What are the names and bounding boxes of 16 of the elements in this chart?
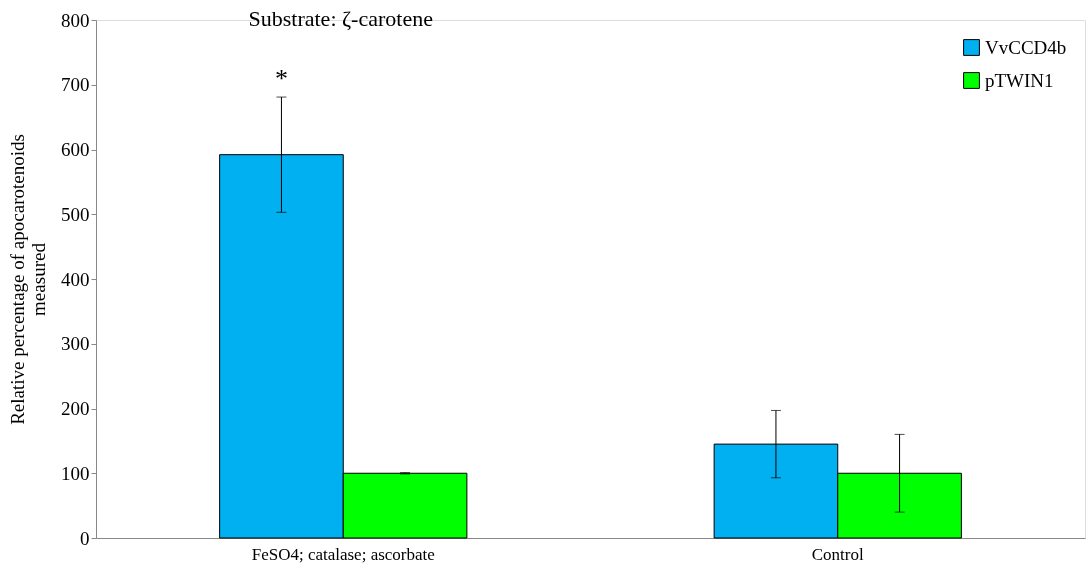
y-tick-label: 700: [61, 74, 90, 96]
y-tick-label: 200: [61, 398, 90, 419]
annotation: *: [274, 64, 288, 94]
y-tick-label: 800: [61, 9, 90, 31]
y-tick-label: 100: [61, 462, 90, 484]
legend-label: pTWIN1: [985, 69, 1054, 91]
x-tick-label: Control: [811, 544, 864, 564]
chart-title: Substrate: ζ-carotene: [248, 6, 433, 31]
y-tick-label: 600: [61, 139, 90, 160]
x-tick-label: FeSO4; catalase; ascorbate: [251, 544, 435, 564]
y-tick-label: 400: [61, 268, 90, 290]
y-tick-label: 300: [61, 333, 90, 355]
legend-label: VvCCD4b: [985, 36, 1067, 58]
y-tick-label: 0: [80, 527, 90, 549]
y-tick-label: 500: [61, 203, 90, 225]
y-axis-title: Relative percentage of apocarotenoids measured: [7, 134, 49, 425]
